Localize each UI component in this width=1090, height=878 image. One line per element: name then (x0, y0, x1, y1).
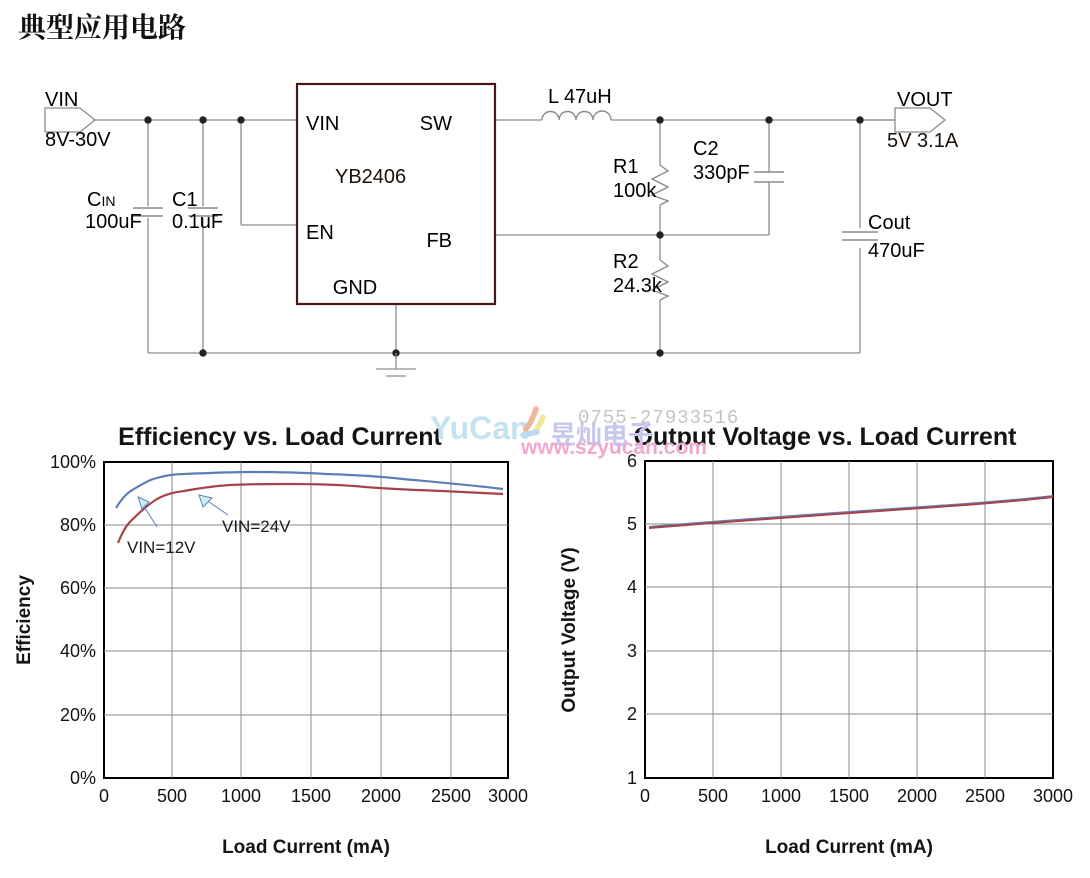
svg-text:VIN=12V: VIN=12V (127, 538, 196, 557)
svg-text:500: 500 (698, 786, 728, 806)
svg-text:500: 500 (157, 786, 187, 806)
svg-text:Efficiency vs. Load Current: Efficiency vs. Load Current (118, 423, 442, 451)
svg-text:EN: EN (306, 222, 334, 244)
svg-text:GND: GND (333, 277, 377, 299)
svg-text:2: 2 (627, 704, 637, 724)
svg-text:CIN: CIN (87, 189, 115, 211)
svg-text:2500: 2500 (431, 786, 471, 806)
svg-text:5V 3.1A: 5V 3.1A (887, 130, 959, 152)
svg-text:2500: 2500 (965, 786, 1005, 806)
svg-text:2000: 2000 (897, 786, 937, 806)
svg-text:3000: 3000 (1033, 786, 1073, 806)
svg-text:VIN: VIN (306, 113, 339, 135)
svg-text:8V-30V: 8V-30V (45, 129, 111, 151)
svg-text:Load Current (mA): Load Current (mA) (222, 837, 390, 858)
svg-text:100uF: 100uF (85, 211, 142, 233)
svg-text:3000: 3000 (488, 786, 528, 806)
svg-text:Output Voltage (V): Output Voltage (V) (559, 547, 580, 712)
svg-text:Load Current (mA): Load Current (mA) (765, 837, 933, 858)
svg-text:20%: 20% (60, 705, 96, 725)
svg-text:VIN: VIN (45, 89, 78, 111)
svg-text:YB2406: YB2406 (335, 166, 406, 188)
svg-text:100%: 100% (50, 452, 96, 472)
svg-text:60%: 60% (60, 578, 96, 598)
svg-text:FB: FB (426, 230, 452, 252)
svg-text:80%: 80% (60, 515, 96, 535)
svg-text:1: 1 (627, 768, 637, 788)
svg-text:0: 0 (99, 786, 109, 806)
svg-text:100k: 100k (613, 180, 657, 202)
svg-text:C2: C2 (693, 138, 719, 160)
svg-text:2000: 2000 (361, 786, 401, 806)
svg-text:4: 4 (627, 577, 637, 597)
svg-text:L 47uH: L 47uH (548, 86, 612, 108)
svg-text:Efficiency: Efficiency (14, 575, 35, 665)
svg-text:470uF: 470uF (868, 240, 925, 262)
svg-text:VIN=24V: VIN=24V (222, 517, 291, 536)
svg-text:VOUT: VOUT (897, 89, 953, 111)
svg-text:C1: C1 (172, 189, 198, 211)
svg-text:40%: 40% (60, 641, 96, 661)
svg-text:330pF: 330pF (693, 162, 750, 184)
svg-text:R2: R2 (613, 251, 639, 273)
svg-text:1000: 1000 (221, 786, 261, 806)
svg-text:R1: R1 (613, 156, 639, 178)
svg-text:Cout: Cout (868, 212, 911, 234)
svg-text:0%: 0% (70, 768, 96, 788)
svg-text:SW: SW (420, 113, 452, 135)
svg-text:0.1uF: 0.1uF (172, 211, 223, 233)
svg-text:5: 5 (627, 514, 637, 534)
svg-text:0: 0 (640, 786, 650, 806)
svg-text:1500: 1500 (291, 786, 331, 806)
svg-text:3: 3 (627, 641, 637, 661)
svg-text:1000: 1000 (761, 786, 801, 806)
svg-text:1500: 1500 (829, 786, 869, 806)
svg-text:24.3k: 24.3k (613, 275, 663, 297)
